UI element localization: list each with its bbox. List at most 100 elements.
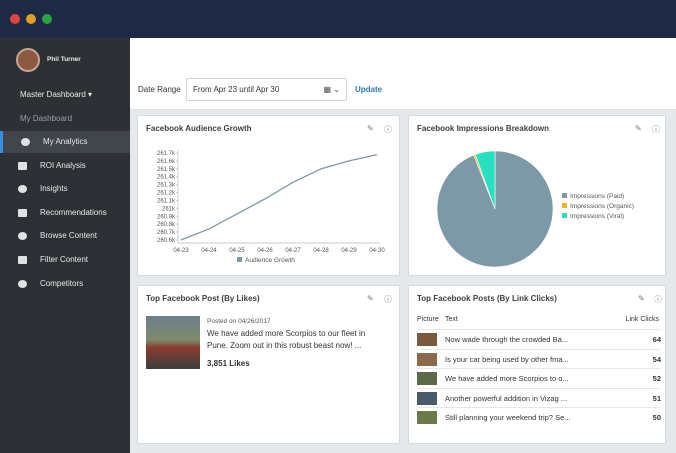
close-dot[interactable]: [10, 14, 20, 24]
min-dot[interactable]: [26, 14, 36, 24]
y-tick-label: 261.1k: [157, 198, 176, 204]
edit-icon[interactable]: ✎: [635, 124, 642, 133]
pie-slice: [474, 150, 496, 210]
thumbnail[interactable]: [417, 333, 437, 346]
info-icon[interactable]: ⓘ: [652, 125, 660, 134]
post-text: Now wade through the crowded Ba...: [445, 335, 568, 344]
update-button[interactable]: Update: [355, 85, 383, 94]
y-tick-label: 261.3k: [157, 183, 176, 189]
nav-item[interactable]: Browse Content: [0, 225, 130, 247]
nav-label: Insights: [40, 184, 68, 194]
thumbnail[interactable]: [417, 411, 437, 424]
nav-label: Browse Content: [40, 231, 97, 241]
nav-label: Filter Content: [40, 255, 89, 264]
panel-title: Top Facebook Posts (By Link Clicks): [417, 294, 557, 303]
nav-icon: [18, 208, 27, 217]
likes-count: 3,851 Likes: [207, 359, 250, 368]
date-input[interactable]: From Apr 23 until Apr 30 ▦ ⌄: [186, 78, 347, 101]
y-tick-label: 260.9k: [157, 214, 176, 220]
info-icon[interactable]: ⓘ: [654, 295, 662, 304]
calendar-icon: ▦ ⌄: [323, 85, 340, 94]
table-row: Is your car being used by other fma... 54: [417, 348, 661, 368]
nav-item[interactable]: Competitors: [0, 273, 130, 295]
nav-icon: [18, 185, 27, 194]
table-row: Another powerful addition in Vizag ... 51: [417, 387, 661, 407]
edit-icon[interactable]: ✎: [367, 124, 374, 133]
table-row: We have added more Scorpios to o... 52: [417, 368, 661, 387]
table-row: Now wade through the crowded Ba... 64: [417, 329, 661, 348]
x-tick-label: 04-27: [285, 248, 301, 254]
x-tick-label: 04-28: [313, 248, 329, 254]
y-tick-label: 261.6k: [157, 159, 176, 165]
table-row: Still planning your weekend trip? Se... 5…: [417, 407, 661, 426]
click-count: 50: [652, 413, 661, 422]
date-range: From Apr 23 until Apr 30: [193, 85, 280, 94]
window-bar: [0, 0, 676, 38]
legend-label: Impressions (Viral): [570, 213, 624, 220]
y-tick-label: 260.6k: [157, 238, 176, 244]
info-icon[interactable]: ⓘ: [384, 125, 392, 134]
series-line: [180, 153, 378, 241]
dashboard-name: Master Dashboard: [20, 90, 86, 99]
post-image[interactable]: [146, 316, 200, 369]
header: Date Range From Apr 23 until Apr 30 ▦ ⌄ U…: [130, 38, 676, 110]
user-name[interactable]: Phil Turner: [47, 56, 81, 63]
posted-date: Posted on 04/26/2017: [207, 318, 271, 325]
nav-icon: [18, 161, 27, 170]
y-tick-label: 261k: [162, 206, 176, 212]
col-header: Link Clicks: [625, 316, 659, 323]
click-count: 54: [652, 354, 661, 364]
avatar[interactable]: [16, 48, 40, 72]
nav-icon: [18, 232, 27, 241]
y-tick-label: 261.2k: [157, 191, 176, 197]
nav-label: Recommendations: [40, 207, 107, 217]
post-text: We have added more Scorpios to our fleet…: [207, 329, 366, 350]
nav-item[interactable]: Insights: [0, 178, 130, 200]
post-text: Still planning your weekend trip? Se...: [445, 413, 571, 422]
max-dot[interactable]: [42, 14, 52, 24]
y-tick-label: 261.7k: [157, 151, 176, 157]
nav-label: My Analytics: [43, 137, 88, 146]
legend-label: Impressions (Organic): [570, 203, 634, 210]
thumbnail[interactable]: [417, 352, 437, 366]
click-count: 51: [652, 393, 661, 403]
post-text: Another powerful addition in Vizag ...: [445, 393, 568, 403]
nav-item[interactable]: My Analytics: [0, 131, 130, 153]
panel-title: Top Facebook Post (By Likes): [146, 294, 260, 303]
y-tick-label: 260.7k: [157, 230, 176, 236]
dashboard-select[interactable]: Master Dashboard ▾: [20, 90, 93, 99]
legend-swatch: [237, 257, 242, 262]
nav-label: ROI Analysis: [40, 160, 86, 170]
sidebar: Phil Turner Master Dashboard ▾ My Dashbo…: [0, 38, 130, 453]
edit-icon[interactable]: ✎: [367, 294, 374, 303]
nav-item[interactable]: ROI Analysis: [0, 155, 130, 177]
nav-item[interactable]: Recommendations: [0, 202, 130, 224]
col-header: Picture: [417, 316, 439, 323]
clicks-panel: Top Facebook Posts (By Link Clicks) ✎ ⓘ …: [408, 285, 666, 444]
legend-swatch: [562, 203, 567, 208]
thumbnail[interactable]: [417, 372, 437, 385]
click-count: 52: [652, 374, 661, 383]
x-tick-label: 04-29: [341, 248, 357, 254]
legend-label: Impressions (Paid): [570, 193, 624, 200]
panel-title: Facebook Audience Growth: [146, 124, 252, 133]
legend-swatch: [562, 213, 567, 218]
y-tick-label: 261.4k: [157, 175, 176, 181]
legend-swatch: [562, 193, 567, 198]
x-tick-label: 04-25: [229, 248, 245, 254]
nav-icon: [21, 138, 30, 146]
nav-label: Competitors: [40, 278, 84, 288]
x-tick-label: 04-26: [257, 248, 273, 254]
thumbnail[interactable]: [417, 391, 437, 405]
y-tick-label: 261.5k: [157, 167, 176, 173]
growth-panel: Facebook Audience Growth ✎ ⓘ: [137, 115, 400, 276]
y-tick-label: 260.8k: [157, 222, 176, 228]
date-label: Date Range: [138, 85, 181, 94]
info-icon[interactable]: ⓘ: [384, 295, 392, 304]
edit-icon[interactable]: ✎: [638, 294, 645, 303]
nav-item[interactable]: Filter Content: [0, 249, 130, 271]
sub-dashboard[interactable]: My Dashboard: [20, 114, 73, 123]
panel-title: Facebook Impressions Breakdown: [417, 124, 550, 133]
post-text: Is your car being used by other fma...: [445, 354, 569, 364]
